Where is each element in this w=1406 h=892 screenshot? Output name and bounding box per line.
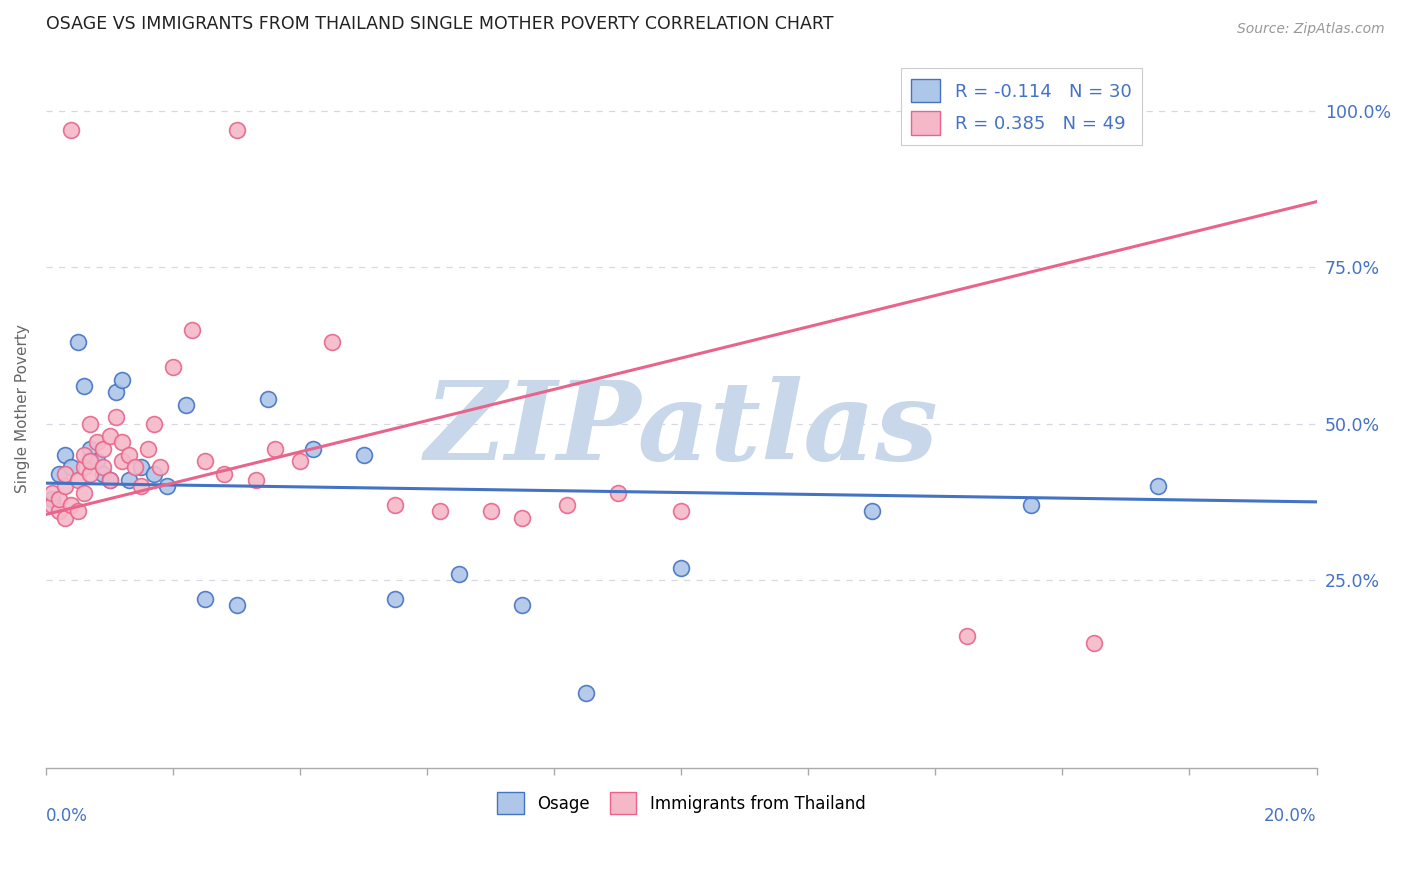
Point (91, 460, 114, 475)
Point (212, 467, 235, 481)
Text: Source: ZipAtlas.com: Source: ZipAtlas.com (1237, 22, 1385, 37)
Point (288, 454, 311, 468)
Text: 0.0%: 0.0% (46, 807, 87, 825)
Point (41, 491, 63, 506)
Point (60, 460, 83, 475)
Point (384, 591, 406, 606)
Point (671, 560, 693, 574)
Point (111, 454, 134, 468)
Point (194, 454, 217, 468)
Point (48, 467, 70, 481)
Point (136, 442, 159, 456)
Y-axis label: Single Mother Poverty: Single Mother Poverty (15, 324, 30, 492)
Point (104, 385, 127, 400)
Text: OSAGE VS IMMIGRANTS FROM THAILAND SINGLE MOTHER POVERTY CORRELATION CHART: OSAGE VS IMMIGRANTS FROM THAILAND SINGLE… (46, 15, 834, 33)
Point (48, 504, 70, 518)
Point (575, 686, 598, 700)
Point (225, 122, 247, 136)
Point (86, 435, 108, 450)
Text: 20.0%: 20.0% (1264, 807, 1316, 825)
Point (143, 417, 166, 431)
Point (98, 429, 121, 443)
Point (73, 460, 96, 475)
Point (66, 473, 89, 487)
Point (671, 504, 693, 518)
Point (321, 335, 343, 350)
Point (73, 379, 96, 393)
Point (384, 498, 406, 512)
Point (245, 473, 267, 487)
Point (512, 598, 534, 612)
Point (60, 498, 83, 512)
Text: ZIPatlas: ZIPatlas (425, 376, 938, 483)
Point (111, 373, 134, 387)
Point (512, 510, 534, 524)
Point (353, 448, 375, 462)
Point (257, 392, 280, 406)
Point (479, 504, 502, 518)
Point (60, 122, 83, 136)
Point (48, 491, 70, 506)
Point (124, 460, 146, 475)
Point (91, 442, 114, 456)
Point (91, 467, 114, 481)
Point (162, 360, 184, 375)
Point (66, 335, 89, 350)
Point (117, 448, 139, 462)
Point (79, 417, 101, 431)
Point (263, 442, 285, 456)
Point (73, 448, 96, 462)
Point (1083, 635, 1105, 649)
Point (149, 460, 172, 475)
Point (41, 498, 63, 512)
Point (53, 479, 76, 493)
Point (86, 454, 108, 468)
Point (606, 485, 628, 500)
Point (225, 598, 247, 612)
Point (860, 504, 883, 518)
Point (156, 479, 179, 493)
Point (79, 442, 101, 456)
Point (98, 473, 121, 487)
Point (79, 454, 101, 468)
Point (79, 467, 101, 481)
Point (117, 473, 139, 487)
Point (956, 629, 979, 643)
Point (129, 460, 152, 475)
Point (194, 591, 217, 606)
Point (174, 398, 197, 412)
Point (301, 442, 323, 456)
Legend: Osage, Immigrants from Thailand: Osage, Immigrants from Thailand (491, 786, 872, 821)
Point (429, 504, 451, 518)
Point (53, 467, 76, 481)
Point (41, 485, 63, 500)
Point (129, 479, 152, 493)
Point (447, 566, 470, 581)
Point (66, 504, 89, 518)
Point (143, 467, 166, 481)
Point (555, 498, 578, 512)
Point (1146, 479, 1168, 493)
Point (73, 485, 96, 500)
Point (53, 448, 76, 462)
Point (98, 473, 121, 487)
Point (104, 410, 127, 425)
Point (1019, 498, 1042, 512)
Point (53, 510, 76, 524)
Point (181, 323, 204, 337)
Point (111, 435, 134, 450)
